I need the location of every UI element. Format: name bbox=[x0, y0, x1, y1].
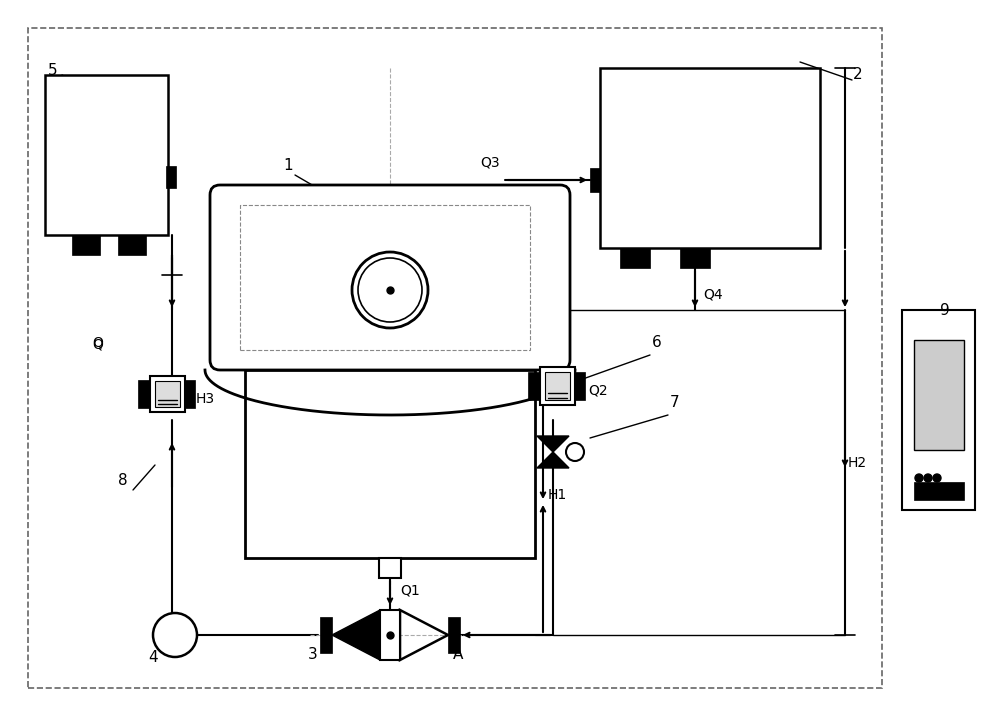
Text: A: A bbox=[453, 647, 463, 662]
FancyBboxPatch shape bbox=[210, 185, 570, 370]
Bar bbox=[680, 248, 710, 268]
Bar bbox=[380, 610, 400, 660]
Bar bbox=[914, 340, 964, 450]
Bar bbox=[245, 370, 535, 558]
Bar bbox=[448, 617, 460, 653]
Bar bbox=[320, 617, 332, 653]
Bar bbox=[150, 376, 185, 412]
Text: Q2: Q2 bbox=[588, 384, 608, 398]
Circle shape bbox=[352, 252, 428, 328]
Bar bbox=[166, 166, 176, 188]
Text: 9: 9 bbox=[940, 303, 950, 318]
Text: 7: 7 bbox=[670, 395, 680, 410]
Bar bbox=[528, 372, 540, 400]
Text: Q3: Q3 bbox=[480, 156, 500, 170]
Text: H2: H2 bbox=[848, 456, 867, 470]
Bar bbox=[620, 248, 650, 268]
Circle shape bbox=[153, 613, 197, 657]
Text: H1: H1 bbox=[548, 488, 567, 502]
Bar bbox=[138, 380, 150, 408]
Bar bbox=[545, 372, 570, 400]
Polygon shape bbox=[537, 436, 569, 452]
Text: Q4: Q4 bbox=[703, 288, 723, 302]
Polygon shape bbox=[332, 610, 380, 660]
Polygon shape bbox=[537, 452, 569, 468]
Circle shape bbox=[915, 474, 923, 482]
Bar bbox=[185, 380, 195, 408]
Bar bbox=[600, 68, 820, 248]
Text: Q1: Q1 bbox=[400, 584, 420, 598]
Bar bbox=[72, 235, 100, 255]
Text: 5: 5 bbox=[48, 63, 58, 78]
Text: 2: 2 bbox=[853, 67, 863, 82]
Bar bbox=[240, 205, 530, 350]
Text: 1: 1 bbox=[283, 158, 293, 173]
Text: Q: Q bbox=[92, 336, 103, 350]
Text: 8: 8 bbox=[118, 473, 128, 488]
Bar bbox=[902, 310, 975, 510]
Bar bbox=[118, 235, 146, 255]
Bar bbox=[28, 28, 882, 688]
Bar bbox=[155, 381, 180, 407]
Bar bbox=[590, 168, 600, 192]
Text: H3: H3 bbox=[196, 392, 215, 406]
Text: 4: 4 bbox=[148, 650, 158, 665]
Bar bbox=[914, 482, 964, 500]
Bar bbox=[540, 367, 575, 405]
Bar bbox=[379, 558, 401, 578]
Circle shape bbox=[933, 474, 941, 482]
Circle shape bbox=[924, 474, 932, 482]
Bar bbox=[45, 75, 168, 235]
Text: 3: 3 bbox=[308, 647, 318, 662]
Text: 6: 6 bbox=[652, 335, 662, 350]
Bar bbox=[575, 372, 585, 400]
Text: Q: Q bbox=[92, 338, 103, 352]
